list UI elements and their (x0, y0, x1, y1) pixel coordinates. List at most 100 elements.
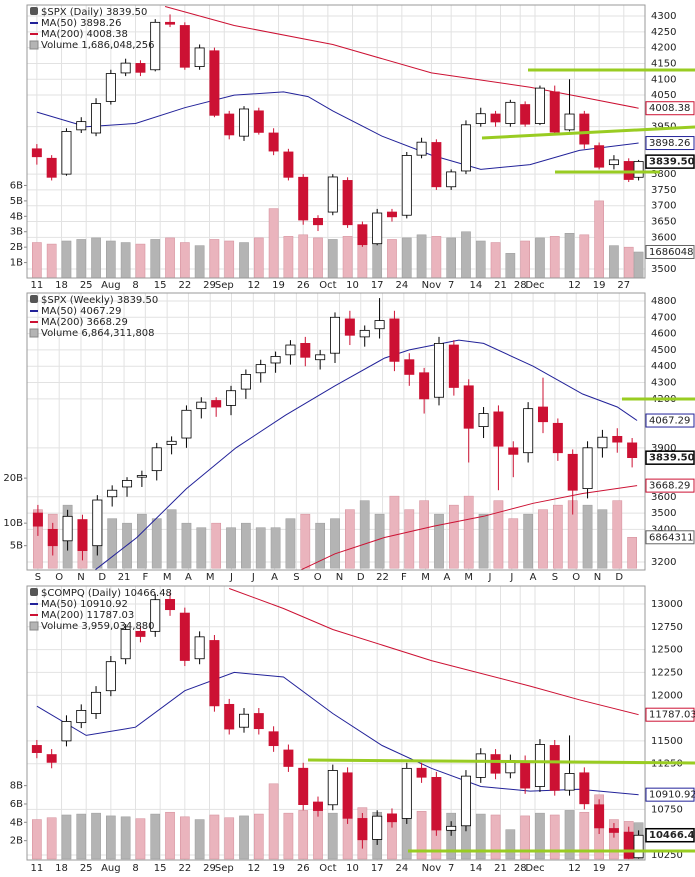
volume-tick-label: 4B (10, 817, 23, 828)
volume-tick-label: 4B (10, 211, 23, 222)
volume-bar (135, 243, 146, 279)
candle-body (460, 124, 471, 172)
candle-body (344, 318, 355, 336)
candle-body (372, 815, 383, 840)
moving-average-line (94, 339, 638, 571)
volume-bar (342, 236, 353, 279)
candle-body (209, 50, 220, 116)
y-tick-label: 3900 (651, 443, 676, 454)
legend-label: MA(200) 4008.38 (41, 29, 128, 40)
y-tick-label: 4800 (651, 296, 676, 307)
candle-body (386, 813, 397, 823)
x-tick-label: A (444, 572, 451, 583)
volume-bar (419, 500, 429, 569)
volume-bar (241, 522, 251, 569)
candle-body (300, 343, 311, 358)
candle-body (505, 101, 516, 124)
volume-bar (298, 234, 309, 279)
volume-tick-label: 2B (10, 836, 23, 847)
volume-tick-label: 1B (10, 258, 23, 269)
y-tick-label: 3200 (651, 557, 676, 568)
candle-body (31, 148, 42, 158)
volume-tick-label: 3B (10, 227, 23, 238)
volume-bar (165, 237, 175, 279)
candle-body (475, 113, 486, 124)
x-tick-label: O (572, 572, 580, 583)
volume-bar (449, 504, 459, 569)
x-tick-label: 21 (494, 280, 507, 291)
volume-bar (106, 815, 116, 860)
end-value-box (645, 101, 695, 116)
plot-area (27, 5, 645, 278)
volume-bar (538, 509, 548, 569)
candle-body (150, 21, 161, 71)
volume-bar (535, 237, 545, 279)
volume-tick-label: 5B (10, 541, 23, 552)
candle-body (196, 401, 207, 410)
volume-bar (194, 245, 205, 279)
candle-body (224, 703, 235, 730)
x-tick-label: Oct (319, 863, 336, 874)
candle-body (268, 132, 279, 152)
candle-body (359, 329, 370, 338)
x-tick-label: Nov (422, 280, 442, 291)
y-tick-label: 3800 (651, 169, 676, 180)
volume-tick-label: 6B (10, 799, 23, 810)
volume-bar (389, 495, 400, 569)
candle-body (564, 773, 575, 791)
x-tick-label: D (98, 572, 106, 583)
x-tick-label: 29 (203, 863, 216, 874)
x-tick-label: 21 (494, 863, 507, 874)
candle-body (579, 113, 590, 145)
candle-body (239, 713, 250, 728)
x-tick-label: Sep (215, 280, 234, 291)
volume-bar (209, 814, 220, 860)
x-tick-label: 12 (568, 863, 581, 874)
end-value-label: 3668.29 (649, 481, 690, 492)
x-tick-label: 27 (617, 280, 630, 291)
y-tick-label: 12250 (651, 667, 683, 678)
candle-body (61, 131, 72, 175)
volume-bar (490, 242, 501, 279)
end-value-label: 4067.29 (649, 416, 690, 427)
candle-body (416, 767, 427, 778)
candle-body (564, 113, 575, 131)
y-tick-label: 12000 (651, 690, 683, 701)
volume-bar (609, 245, 619, 279)
x-tick-label: 19 (593, 280, 606, 291)
volume-bar (505, 829, 516, 860)
x-tick-label: S (552, 572, 558, 583)
candle-body (567, 453, 578, 491)
moving-average-line (36, 671, 639, 796)
candle-body (537, 406, 548, 423)
x-tick-label: Dec (525, 280, 544, 291)
volume-bar (76, 813, 87, 860)
candle-body (330, 316, 341, 354)
end-value-label: 6864311 (649, 532, 694, 543)
volume-bar (446, 237, 457, 279)
x-tick-label: N (336, 572, 343, 583)
end-value-box (645, 413, 695, 428)
candle-body (135, 630, 146, 637)
y-tick-label: 11500 (651, 736, 683, 747)
volume-bar (623, 246, 634, 279)
volume-bar (523, 513, 533, 569)
x-tick-label: N (594, 572, 601, 583)
legend-swatch (29, 328, 39, 338)
end-value-label: 3839.50 (649, 157, 695, 168)
volume-bar (359, 500, 370, 569)
volume-bar (327, 812, 338, 860)
y-tick-label: 4150 (651, 58, 676, 69)
candle-body (46, 157, 57, 178)
candle-body (224, 113, 235, 136)
volume-bar (137, 513, 147, 569)
candle-body (120, 629, 131, 660)
candle-body (552, 422, 563, 454)
y-tick-label: 3650 (651, 217, 676, 228)
x-tick-label: 22 (178, 280, 191, 291)
title-icon (30, 295, 38, 303)
volume-bar (404, 509, 415, 569)
candle-body (594, 145, 605, 168)
candle-body (313, 217, 323, 226)
